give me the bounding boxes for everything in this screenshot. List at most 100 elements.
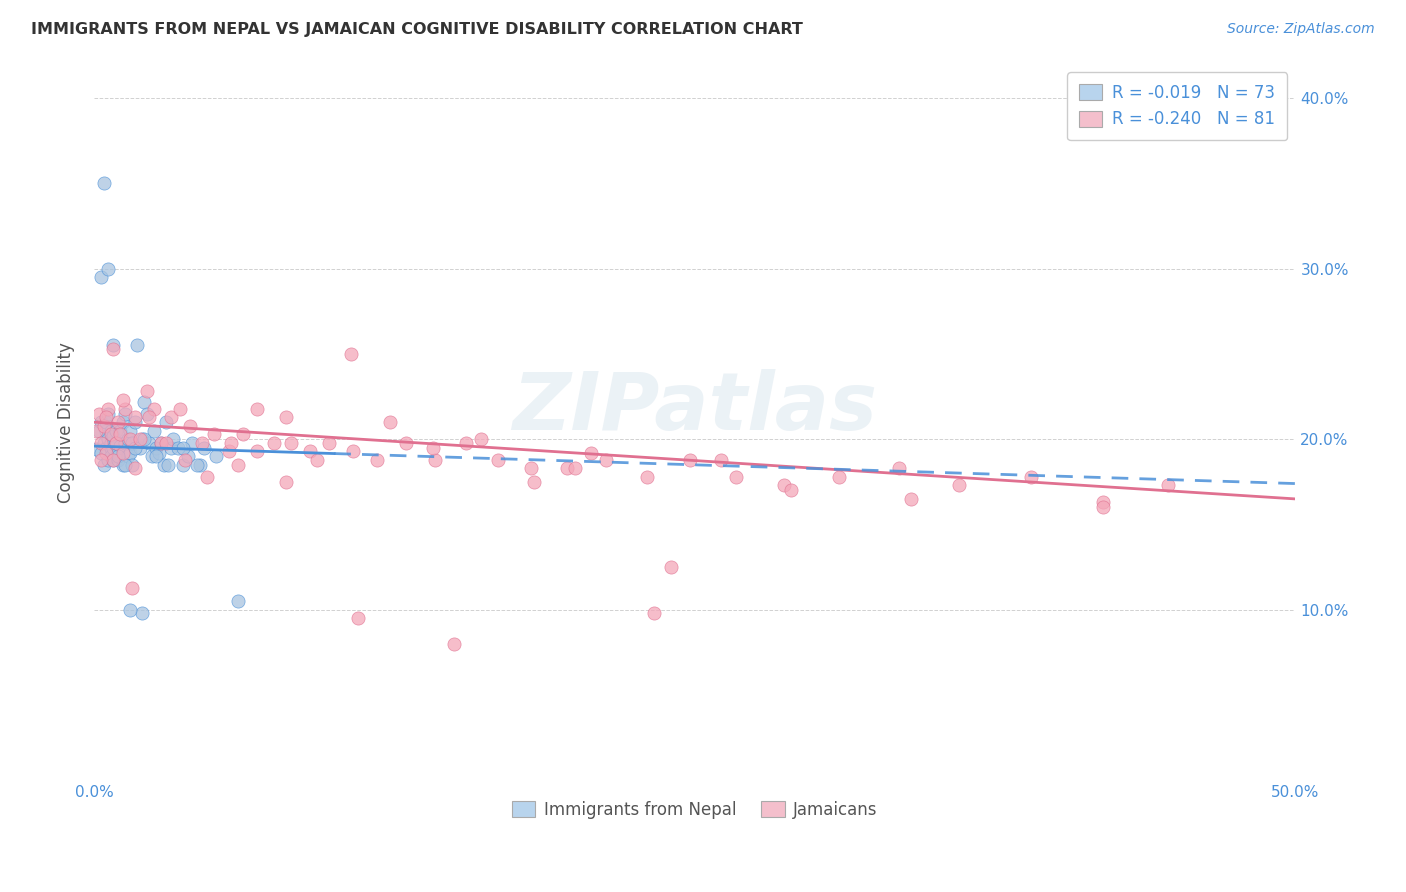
Point [134, 432, 156, 446]
Point [131, 606, 153, 620]
Point [104, 435, 127, 450]
Point [100, 427, 122, 442]
Point [218, 444, 240, 458]
Point [135, 384, 157, 399]
Point [280, 435, 302, 450]
Point [86, 442, 108, 457]
Point [179, 418, 201, 433]
Point [97, 261, 120, 276]
Point [595, 452, 617, 467]
Point [167, 441, 190, 455]
Point [97, 452, 120, 467]
Point [378, 415, 401, 429]
Point [347, 611, 370, 625]
Point [93, 435, 115, 450]
Point [100, 424, 122, 438]
Point [93, 458, 115, 472]
Point [90, 270, 112, 285]
Point [141, 450, 163, 464]
Point [564, 461, 586, 475]
Point [114, 401, 136, 416]
Point [121, 458, 143, 472]
Point [114, 407, 136, 421]
Point [710, 452, 733, 467]
Point [90, 415, 112, 429]
Point [110, 427, 132, 442]
Point [134, 394, 156, 409]
Point [1092, 495, 1115, 509]
Y-axis label: Cognitive Disability: Cognitive Disability [58, 342, 75, 502]
Point [100, 441, 122, 455]
Point [162, 432, 184, 446]
Point [87, 407, 110, 421]
Point [135, 407, 157, 421]
Point [97, 407, 120, 421]
Point [1157, 478, 1180, 492]
Point [779, 483, 801, 498]
Point [219, 435, 242, 450]
Point [150, 435, 173, 450]
Point [157, 458, 180, 472]
Point [276, 410, 298, 425]
Point [101, 452, 124, 467]
Point [111, 458, 134, 472]
Point [124, 441, 146, 455]
Point [246, 444, 269, 458]
Point [143, 401, 166, 416]
Point [186, 458, 208, 472]
Point [107, 452, 129, 467]
Point [145, 441, 167, 455]
Point [181, 435, 204, 450]
Point [395, 435, 418, 450]
Point [118, 424, 141, 438]
Point [342, 444, 364, 458]
Point [366, 452, 388, 467]
Point [121, 435, 143, 450]
Point [581, 446, 603, 460]
Point [101, 441, 124, 455]
Point [118, 446, 141, 460]
Point [100, 435, 122, 450]
Point [191, 435, 214, 450]
Point [159, 441, 181, 455]
Point [263, 435, 285, 450]
Point [340, 347, 363, 361]
Point [557, 461, 579, 475]
Point [155, 415, 177, 429]
Point [659, 560, 682, 574]
Point [93, 177, 115, 191]
Point [97, 432, 120, 446]
Point [174, 452, 197, 467]
Point [101, 338, 124, 352]
Point [188, 458, 211, 472]
Point [425, 452, 447, 467]
Point [202, 427, 225, 442]
Point [299, 444, 322, 458]
Point [193, 441, 215, 455]
Point [172, 441, 194, 455]
Point [128, 432, 150, 446]
Point [111, 446, 134, 460]
Point [636, 469, 658, 483]
Point [470, 432, 492, 446]
Point [124, 415, 146, 429]
Point [900, 491, 922, 506]
Point [307, 452, 329, 467]
Point [486, 452, 509, 467]
Point [195, 469, 218, 483]
Point [145, 450, 167, 464]
Point [100, 450, 122, 464]
Point [87, 424, 110, 438]
Point [520, 461, 543, 475]
Point [679, 452, 702, 467]
Point [150, 435, 173, 450]
Point [128, 441, 150, 455]
Point [124, 461, 146, 475]
Point [138, 435, 160, 450]
Point [176, 450, 198, 464]
Point [107, 415, 129, 429]
Point [456, 435, 478, 450]
Point [318, 435, 340, 450]
Point [107, 446, 129, 460]
Text: ZIPatlas: ZIPatlas [512, 369, 877, 447]
